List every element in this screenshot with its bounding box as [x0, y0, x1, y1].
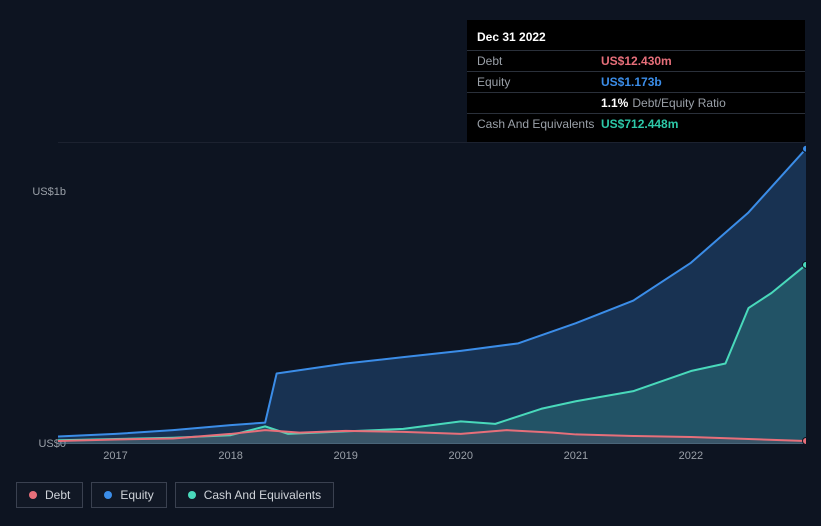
legend: Debt Equity Cash And Equivalents: [16, 482, 334, 508]
x-axis-label: 2018: [218, 450, 242, 462]
chart-area: US$1bUS$0: [16, 124, 806, 444]
x-axis-label: 2020: [449, 450, 473, 462]
tooltip-row: DebtUS$12.430m: [467, 50, 805, 71]
tooltip-row-label: [477, 96, 601, 110]
legend-item[interactable]: Debt: [16, 482, 83, 508]
tooltip-row: EquityUS$1.173b: [467, 71, 805, 92]
tooltip-date: Dec 31 2022: [467, 28, 805, 50]
series-end-marker: [803, 437, 807, 444]
tooltip-row-sub: Debt/Equity Ratio: [632, 96, 725, 110]
series-end-marker: [803, 145, 807, 152]
tooltip-row-label: Debt: [477, 54, 601, 68]
legend-item[interactable]: Cash And Equivalents: [175, 482, 334, 508]
tooltip-row-label: Equity: [477, 75, 601, 89]
x-axis-label: 2019: [333, 450, 357, 462]
series-end-marker: [803, 261, 807, 268]
legend-dot-icon: [29, 491, 37, 499]
legend-label: Debt: [45, 488, 70, 502]
tooltip-row: 1.1%Debt/Equity Ratio: [467, 92, 805, 113]
x-axis-label: 2021: [564, 450, 588, 462]
tooltip-row-value: 1.1%Debt/Equity Ratio: [601, 96, 726, 110]
tooltip-row-value: US$1.173b: [601, 75, 662, 89]
x-axis-labels: 2017 2018 2019 2020 2021 2022: [58, 450, 806, 466]
chart-svg: [58, 142, 806, 444]
legend-label: Cash And Equivalents: [204, 488, 321, 502]
legend-dot-icon: [188, 491, 196, 499]
x-axis-label: 2017: [103, 450, 127, 462]
legend-dot-icon: [104, 491, 112, 499]
x-axis-label: 2022: [679, 450, 703, 462]
legend-item[interactable]: Equity: [91, 482, 166, 508]
legend-label: Equity: [120, 488, 153, 502]
tooltip-row-value: US$12.430m: [601, 54, 672, 68]
